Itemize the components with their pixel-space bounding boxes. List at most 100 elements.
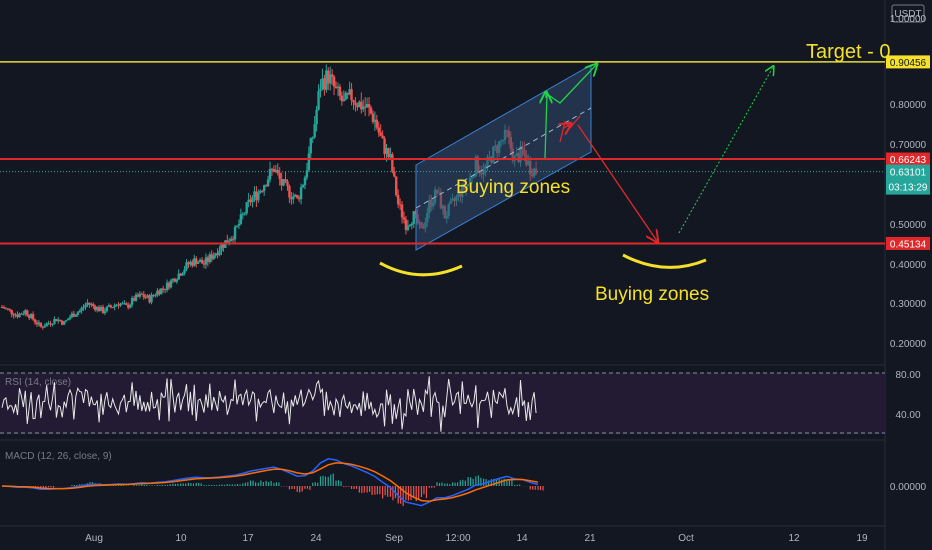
candle-body <box>57 319 60 322</box>
candle-body <box>231 238 235 240</box>
candle-body <box>195 258 198 264</box>
candle-body <box>171 278 175 281</box>
last-price-tag-text: 0.63101 <box>890 168 927 179</box>
candle-body <box>249 199 252 203</box>
candle-body <box>288 185 291 198</box>
buying-zones-label-1: Buying zones <box>456 177 570 198</box>
candle-body <box>140 293 144 295</box>
candle-body <box>119 303 122 306</box>
candle-body <box>146 295 149 298</box>
candle-body <box>165 282 169 291</box>
candle-body <box>295 194 299 198</box>
candle-body <box>64 320 68 322</box>
price-tick-label: 0.40000 <box>890 260 927 271</box>
candle-body <box>303 177 307 186</box>
time-tick-label: 24 <box>310 533 322 544</box>
candle-body <box>247 199 250 203</box>
support-price-tag-text: 0.45134 <box>890 239 927 250</box>
candle-body <box>193 258 196 266</box>
candle-body <box>268 168 272 180</box>
candle-body <box>290 197 293 200</box>
candle-body <box>84 305 87 308</box>
candle-body <box>395 176 398 196</box>
candle-body <box>4 308 8 310</box>
macd-label[interactable]: MACD (12, 26, close, 9) <box>5 451 112 462</box>
candle-body <box>272 168 276 172</box>
time-tick-label: Aug <box>85 533 103 544</box>
candle-body <box>26 310 29 316</box>
candle-body <box>362 106 365 110</box>
candle-body <box>37 322 41 325</box>
candle-body <box>319 88 322 92</box>
rsi-line <box>1 376 537 432</box>
candle-body <box>55 319 58 322</box>
candle-body <box>299 187 303 200</box>
buying-zone-arc-1 <box>379 261 463 277</box>
candle-body <box>142 294 145 298</box>
time-tick-label: 21 <box>584 533 596 544</box>
ascending-channel[interactable] <box>415 64 592 251</box>
down-arrow <box>577 124 657 241</box>
candle-body <box>158 290 161 295</box>
candle-body <box>332 76 336 87</box>
candle-body <box>169 280 173 288</box>
candle-body <box>72 313 76 317</box>
candle-body <box>358 101 361 108</box>
candle-body <box>144 297 147 299</box>
time-tick-label: 19 <box>856 533 868 544</box>
candle-body <box>373 119 377 123</box>
candle-body <box>369 107 373 114</box>
currency-button[interactable] <box>891 4 925 23</box>
price-axis-ticks: 1.00000 0.80000 0.70000 0.50000 0.40000 0.300… <box>890 14 927 350</box>
candle-body <box>191 261 194 266</box>
candle-body <box>136 294 140 297</box>
candle-body <box>2 307 6 309</box>
candle-body <box>99 306 103 312</box>
candle-body <box>59 319 62 322</box>
target-annotation: Target - 0 <box>806 41 890 63</box>
rsi-label[interactable]: RSI (14, close) <box>5 377 71 388</box>
candle-body <box>125 303 128 305</box>
candle-body <box>51 323 54 325</box>
candle-body <box>121 303 124 305</box>
candle-body <box>241 213 245 215</box>
candle-body <box>387 148 390 158</box>
candle-body <box>243 213 246 215</box>
candle-body <box>175 279 178 282</box>
candle-body <box>375 119 379 128</box>
candle-body <box>128 304 132 308</box>
candle-body <box>113 305 116 308</box>
candle-body <box>325 70 328 90</box>
candle-body <box>396 195 400 205</box>
candle-body <box>365 104 369 108</box>
candle-body <box>29 314 33 318</box>
candle-body <box>161 288 165 290</box>
candle-body <box>259 190 262 193</box>
candle-body <box>6 308 10 310</box>
candle-body <box>363 106 367 108</box>
candle-body <box>187 262 190 265</box>
candle-body <box>251 197 254 203</box>
candle-body <box>226 240 229 243</box>
candle-body <box>255 191 258 201</box>
price-tick-label: 1.00000 <box>890 14 927 25</box>
candle-body <box>280 178 283 186</box>
rsi-band <box>0 373 885 434</box>
candle-body <box>235 225 239 227</box>
candle-body <box>0 307 4 308</box>
candle-body <box>323 78 326 90</box>
candle-body <box>371 113 375 123</box>
candle-body <box>354 102 357 106</box>
price-tick-label: 0.20000 <box>890 339 927 350</box>
candle-body <box>264 185 268 187</box>
candle-body <box>350 89 353 101</box>
candle-body <box>385 148 388 155</box>
candle-body <box>196 262 200 264</box>
candle-body <box>111 307 114 309</box>
candle-body <box>253 191 256 198</box>
candle-body <box>179 273 182 276</box>
candle-body <box>198 259 202 263</box>
candle-body <box>90 303 93 305</box>
candle-body <box>233 226 237 240</box>
